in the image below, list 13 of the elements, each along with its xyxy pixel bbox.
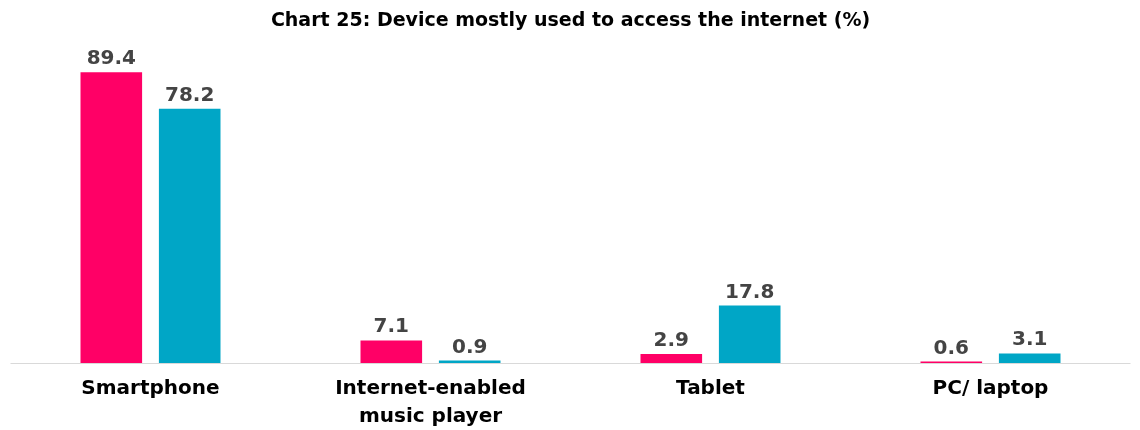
data-label: 0.9 bbox=[451, 333, 488, 358]
chart-title: Chart 25: Device mostly used to access the internet (%) bbox=[270, 7, 871, 30]
x-tick-label: PC/ laptop bbox=[932, 374, 1049, 399]
data-label: 17.8 bbox=[725, 278, 775, 303]
data-label: 7.1 bbox=[373, 313, 410, 338]
x-tick-label: Smartphone bbox=[81, 374, 220, 399]
data-label: 89.4 bbox=[86, 45, 136, 70]
data-label: 2.9 bbox=[653, 327, 690, 352]
data-label: 3.1 bbox=[1011, 326, 1048, 351]
data-label: 0.6 bbox=[933, 334, 970, 359]
data-label: 78.2 bbox=[165, 81, 215, 106]
x-tick-label: Internet-enabled music player bbox=[335, 374, 526, 428]
x-tick-label: Tablet bbox=[676, 374, 746, 399]
